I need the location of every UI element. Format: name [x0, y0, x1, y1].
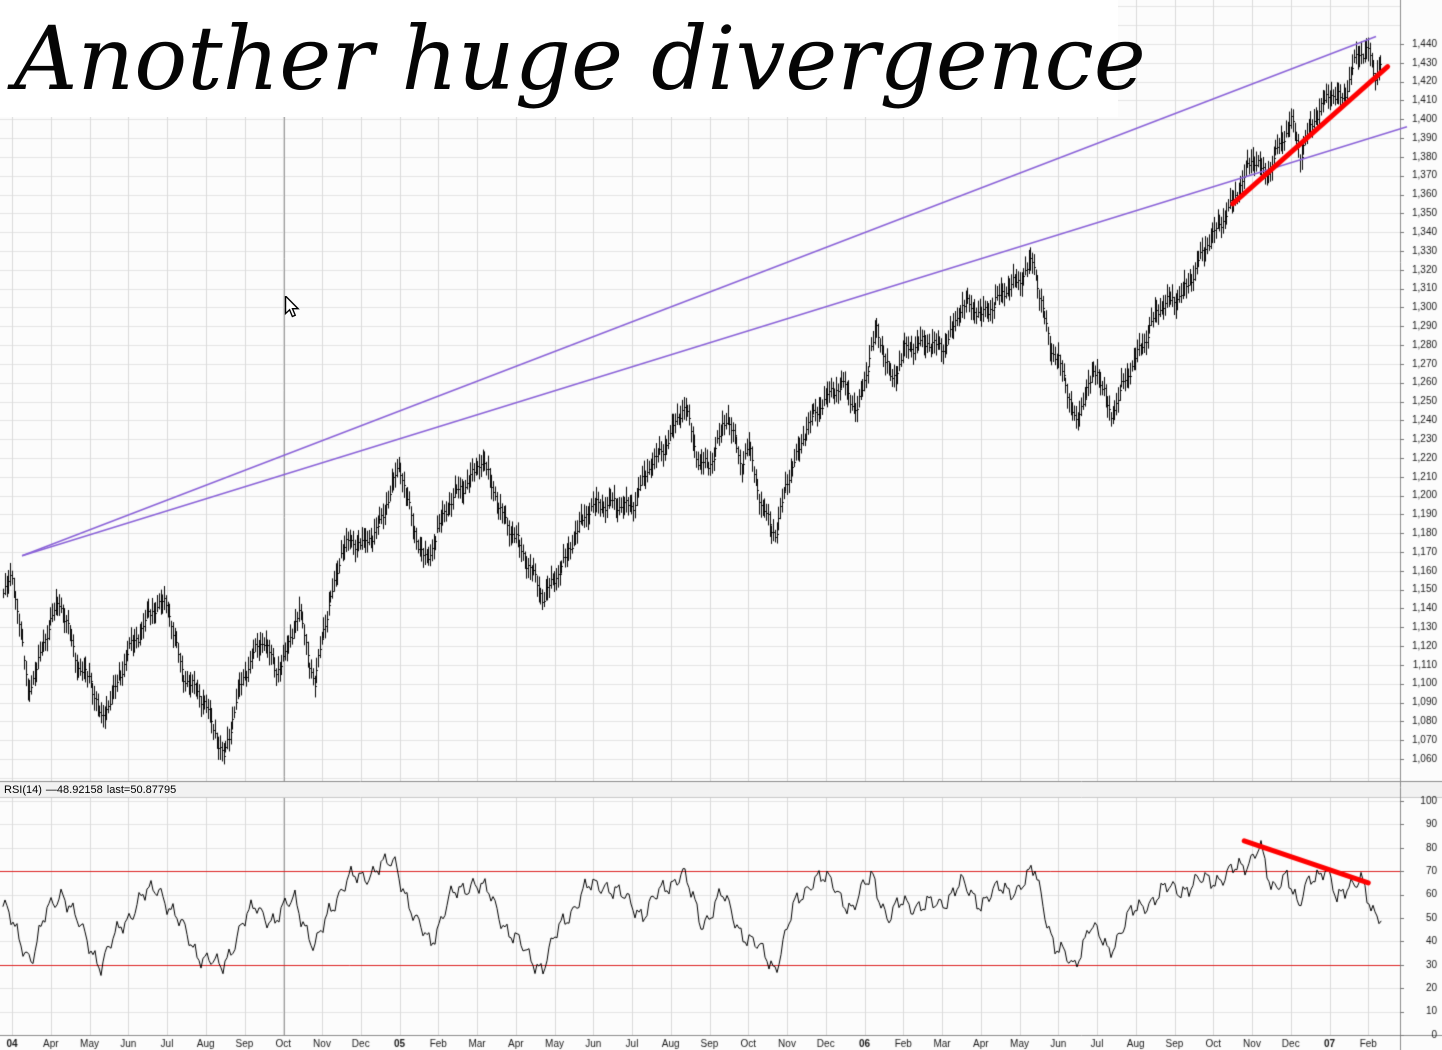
rsi-indicator-label: RSI(14) —48.92158 last=50.87795 [4, 784, 180, 808]
rsi-last-value: last=50.87795 [106, 784, 177, 796]
chart-title: Another huge divergence [0, 0, 1146, 117]
rsi-value: —48.92158 [45, 784, 103, 796]
chart-title-text: Another huge divergence [14, 7, 1146, 110]
rsi-name: RSI(14) [4, 784, 42, 796]
mouse-cursor-icon [284, 294, 303, 323]
